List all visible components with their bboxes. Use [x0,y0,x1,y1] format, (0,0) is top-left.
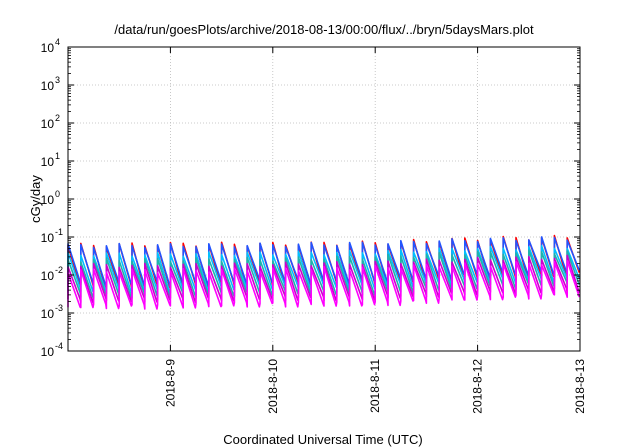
x-axis-label: Coordinated Universal Time (UTC) [223,432,422,447]
x-tick-label: 2018-8-13 [573,359,587,414]
y-tick-exponent: 3 [55,75,60,85]
y-tick-exponent: 0 [55,189,60,199]
y-tick-exponent: -4 [55,341,63,351]
x-tick-label: 2018-8-9 [163,359,177,407]
y-tick-exponent: -2 [55,265,63,275]
y-tick-label: 10 [41,345,55,359]
series-line-6 [67,259,581,310]
y-tick-exponent: 2 [55,113,60,123]
y-axis-label: cGy/day [28,175,43,223]
y-tick-label: 10 [41,193,55,207]
y-tick-label: 10 [41,79,55,93]
series-group [67,234,581,310]
chart-title: /data/run/goesPlots/archive/2018-08-13/0… [114,22,534,37]
y-tick-label: 10 [41,231,55,245]
y-tick-label: 10 [41,269,55,283]
y-tick-exponent: 4 [55,37,60,47]
y-tick-exponent: 1 [55,151,60,161]
y-tick-label: 10 [41,41,55,55]
x-tick-label: 2018-8-11 [368,359,382,413]
y-tick-label: 10 [41,307,55,321]
y-tick-exponent: -3 [55,303,63,313]
x-tick-label: 2018-8-12 [471,359,485,414]
y-tick-exponent: -1 [55,227,63,237]
y-tick-label: 10 [41,117,55,131]
y-tick-label: 10 [41,155,55,169]
x-tick-label: 2018-8-10 [266,359,280,414]
